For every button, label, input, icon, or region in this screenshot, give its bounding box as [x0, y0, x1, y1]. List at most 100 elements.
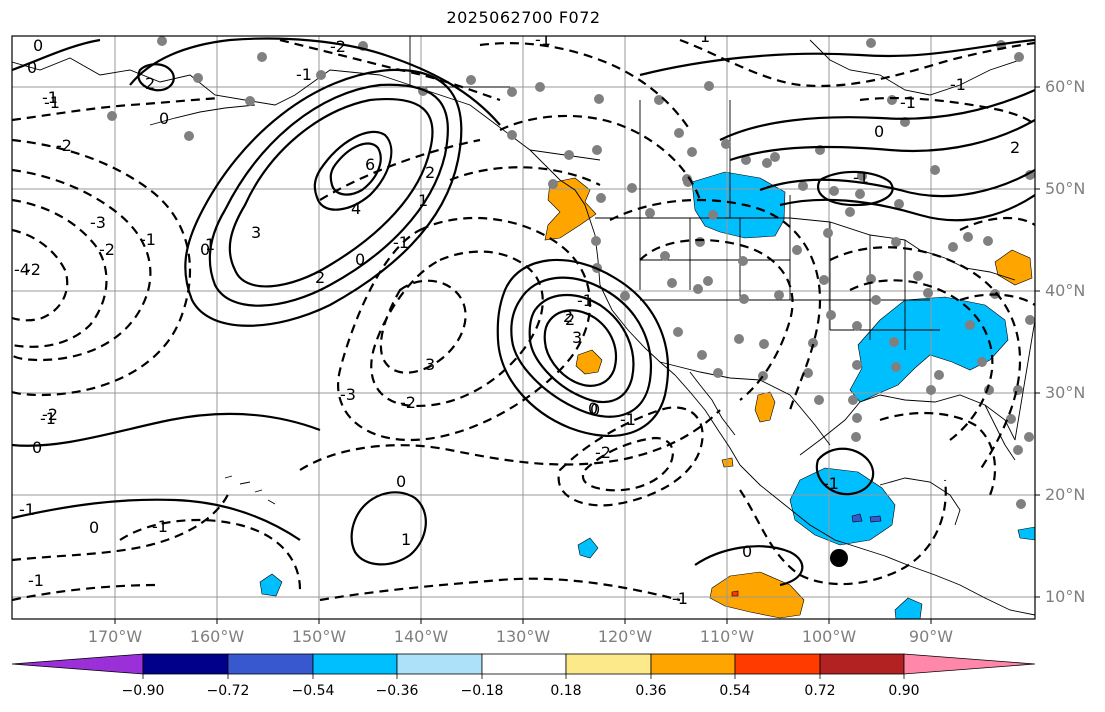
colorbar-segment	[312, 653, 398, 675]
lat-label: 30°N	[1045, 383, 1086, 402]
contour-label: 3	[572, 328, 582, 347]
mexico-west-coast	[739, 464, 936, 576]
blue-region-small-2	[259, 573, 283, 597]
contour-label: 2	[315, 268, 325, 287]
lon-label: 160°W	[189, 627, 245, 646]
lon-label: 110°W	[699, 627, 755, 646]
contour-label: -2	[42, 405, 58, 424]
contour-label: -1	[672, 589, 688, 608]
contour-label: 4	[351, 199, 361, 218]
contour-label: -1	[140, 230, 156, 249]
lat-label: 20°N	[1045, 485, 1086, 504]
state-lines-2	[790, 222, 940, 350]
offshore-high-ring-3	[543, 309, 618, 387]
colorbar-segment	[142, 653, 229, 675]
pacific-low-3	[379, 279, 467, 374]
map-title: 2025062700 F072	[446, 8, 601, 27]
hawaii	[224, 475, 276, 505]
lon-label: 170°W	[87, 627, 143, 646]
contour-label: -1	[296, 65, 312, 84]
orange-region-pacific-south	[709, 571, 805, 619]
contour-label: 1	[401, 530, 411, 549]
high-pressure-ring-2	[208, 83, 449, 307]
orange-region-texas	[754, 391, 776, 423]
pacific-dash-big	[319, 138, 601, 201]
contour-label: -1	[823, 474, 839, 493]
contour-label: -1	[393, 233, 409, 252]
lat-label: 40°N	[1045, 281, 1086, 300]
colorbar-tick-label: 0.18	[550, 683, 582, 699]
orange-region-offshore	[575, 349, 603, 375]
lon-label: 120°W	[597, 627, 653, 646]
contour-label: -1	[42, 88, 58, 107]
colorbar-tick-label: −0.36	[375, 683, 419, 699]
contour-label: -1	[44, 93, 60, 112]
contour-label: 3	[251, 223, 261, 242]
orange-region-oregon	[544, 177, 597, 241]
high-pressure-ring-3	[184, 68, 463, 327]
colorbar-tick-label: 0.54	[719, 683, 751, 699]
low-ring-canada	[817, 170, 894, 207]
colorbar-left-arrow	[11, 653, 144, 675]
blue-region-small-1	[577, 537, 599, 559]
pacific-low-2	[370, 250, 544, 407]
contour-label: 0	[874, 122, 884, 141]
contour-label: 3	[425, 355, 435, 374]
baja-low-1	[557, 406, 704, 507]
hudson-bay	[809, 39, 1021, 96]
lon-label: 130°W	[495, 627, 551, 646]
east-dash	[959, 217, 1035, 306]
contour-label: 2	[425, 163, 435, 182]
colorbar-segment	[396, 653, 483, 675]
west-low-2	[12, 198, 108, 348]
contour-label: -1	[19, 500, 35, 519]
colorbar-segment	[650, 653, 736, 675]
black-marker-dot	[830, 549, 848, 567]
contour-label: 6	[365, 155, 375, 174]
west-dash-4	[12, 138, 192, 397]
contour-label: -2	[25, 260, 41, 279]
contour-label: -1	[535, 30, 551, 49]
colorbar-tick-label: −0.18	[460, 683, 504, 699]
lon-label: 90°W	[908, 627, 954, 646]
contour-label: -2	[56, 136, 72, 155]
contour-label: 2	[145, 74, 155, 93]
colorbar-tick-label: 0.36	[635, 683, 667, 699]
colorbar-right-arrow	[903, 653, 1036, 675]
contour-label: 2	[565, 310, 575, 329]
north-dash-1	[279, 38, 501, 102]
contour-label: 2	[563, 307, 573, 326]
central-america	[934, 574, 1035, 616]
colorbar-tick-label: −0.72	[206, 683, 250, 699]
offshore-high-ring-1	[510, 276, 652, 418]
contour-label: 0	[590, 400, 600, 419]
contour-label: 0	[200, 240, 210, 259]
graticule	[12, 36, 1035, 619]
alaska-small-loop	[137, 63, 175, 92]
blue-region-small-4	[1017, 526, 1035, 541]
high-pressure-ring-4	[313, 130, 393, 211]
contour-label: -1	[853, 168, 869, 187]
hudson-zero	[639, 38, 1035, 77]
colorbar-segment	[227, 653, 314, 675]
contour-label: -3	[90, 213, 106, 232]
lon-label: 100°W	[801, 627, 857, 646]
canada-dash-2	[859, 96, 1035, 126]
map-panel: 0 0 -1 -2 2 0 -2 -1 0 -1 -2 -3 -4 -2 -1 …	[12, 30, 1035, 619]
contour-label: 0	[159, 109, 169, 128]
contour-label: -2	[595, 443, 611, 462]
high-pressure-ring-5	[329, 142, 382, 196]
colorbar-tick-label: −0.90	[121, 683, 165, 699]
colorbar-segment	[819, 653, 905, 675]
dashed-contours	[12, 38, 1035, 602]
gulf-mexico-coast	[799, 394, 1016, 456]
contour-label: -1	[40, 409, 56, 428]
colorbar	[11, 653, 1036, 679]
pacific-dash-south-2	[319, 577, 681, 602]
contour-label: 0	[355, 250, 365, 269]
contour-label: -1	[152, 517, 168, 536]
canada-jet-1	[719, 88, 1035, 141]
contour-label: 0	[27, 58, 37, 77]
east-coast	[1014, 319, 1035, 441]
pacific-dash-south	[299, 409, 721, 471]
